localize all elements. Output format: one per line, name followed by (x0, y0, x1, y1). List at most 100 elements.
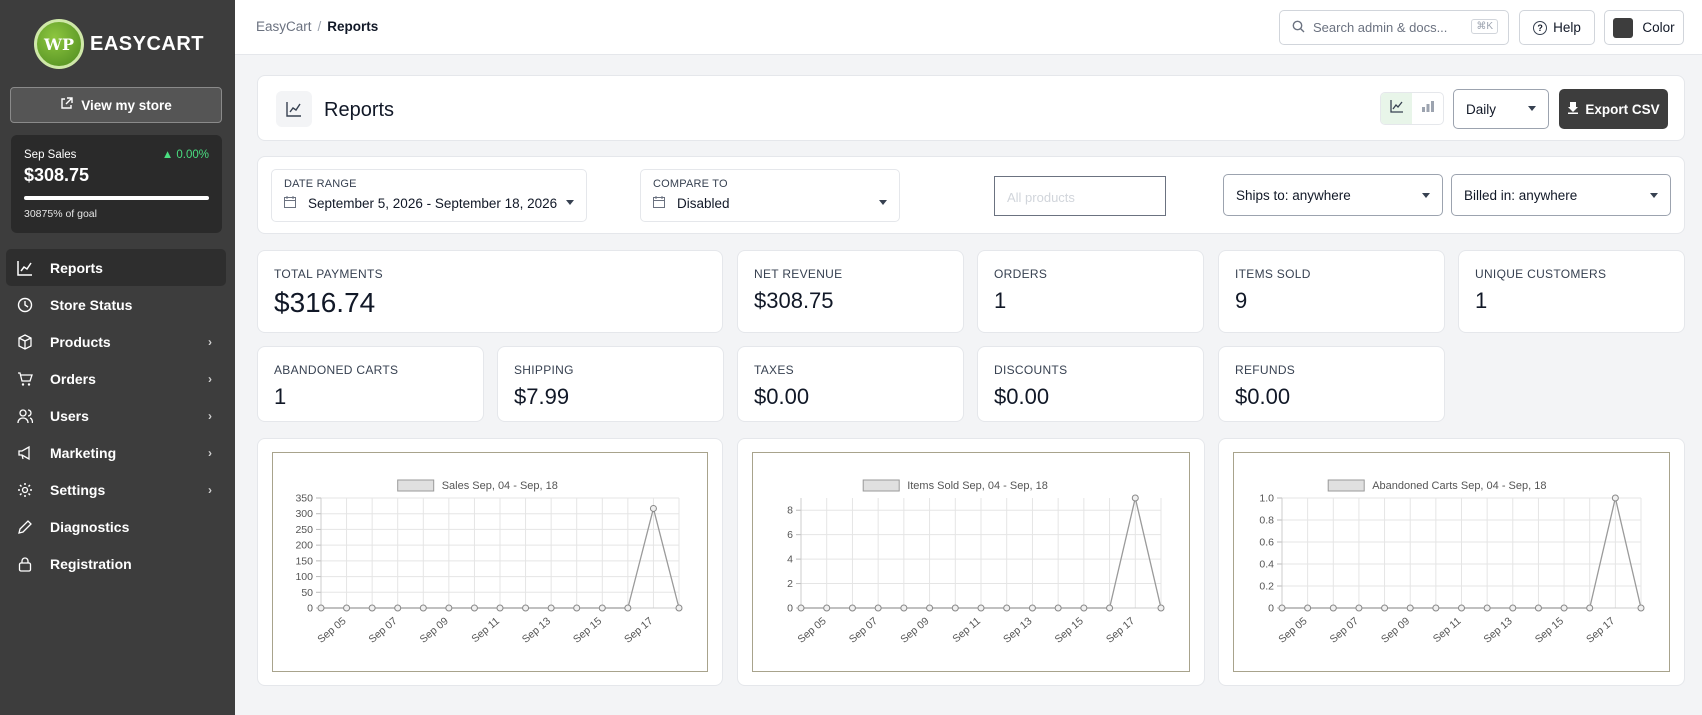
data-point (649, 504, 657, 512)
date-range-label: DATE RANGE (284, 178, 357, 190)
view-store-button[interactable]: View my store (10, 87, 222, 123)
sidebar-item-reports[interactable]: Reports (6, 249, 226, 286)
stat-label: ITEMS SOLD (1235, 267, 1311, 281)
data-point (1611, 494, 1619, 502)
y-tick-label: 250 (295, 524, 313, 536)
x-tick-label: Sep 15 (1053, 615, 1086, 646)
x-tick-label: Sep 05 (795, 615, 828, 646)
compare-to-value: Disabled (677, 196, 730, 211)
stat-abandoned-carts: ABANDONED CARTS 1 (257, 346, 484, 422)
app-name: EASYCART (90, 32, 205, 55)
external-link-icon (60, 97, 73, 113)
clock-icon (16, 296, 34, 314)
data-point (598, 604, 606, 612)
x-tick-label: Sep 07 (366, 615, 399, 646)
data-point (624, 604, 632, 612)
x-tick-label: Sep 13 (520, 615, 553, 646)
breadcrumb-root[interactable]: EasyCart (256, 19, 312, 34)
data-point (1637, 604, 1645, 612)
pencil-icon (16, 518, 34, 536)
data-point (522, 604, 530, 612)
calendar-icon (653, 196, 665, 211)
sidebar-item-label: Products (50, 333, 111, 350)
date-range-picker[interactable]: DATE RANGE September 5, 2026 - September… (271, 169, 587, 222)
data-point (496, 604, 504, 612)
sales-chart-card: Sales Sep, 04 - Sep, 18 0 50 100 150 200 250 30… (257, 438, 723, 686)
data-point (1406, 604, 1414, 612)
sales-goal-progress-bar (24, 196, 209, 200)
items-sold-chart-card: Items Sold Sep, 04 - Sep, 18 0 2 4 6 8 Sep 05 S… (737, 438, 1205, 686)
stat-taxes: TAXES $0.00 (737, 346, 964, 422)
stat-label: SHIPPING (514, 363, 574, 377)
legend-label: Sales Sep, 04 - Sep, 18 (442, 480, 558, 492)
stat-net-revenue: NET REVENUE $308.75 (737, 250, 964, 333)
x-tick-label: Sep 13 (1001, 615, 1034, 646)
sidebar-item-products[interactable]: Products › (6, 323, 226, 360)
sidebar-item-store-status[interactable]: Store Status (6, 286, 226, 323)
export-csv-button[interactable]: Export CSV (1559, 89, 1668, 129)
compare-to-picker[interactable]: COMPARE TO Disabled (640, 169, 900, 222)
x-tick-label: Sep 17 (622, 615, 655, 646)
data-point (470, 604, 478, 612)
x-tick-label: Sep 07 (847, 615, 880, 646)
data-point (1278, 604, 1286, 612)
stat-refunds: REFUNDS $0.00 (1218, 346, 1445, 422)
data-point (977, 604, 985, 612)
data-point (1028, 604, 1036, 612)
data-point (1381, 604, 1389, 612)
line-chart-toggle[interactable] (1381, 93, 1412, 124)
abandoned-carts-chart-frame: Abandoned Carts Sep, 04 - Sep, 18 0 0.2 0.4… (1233, 452, 1670, 672)
stat-label: NET REVENUE (754, 267, 843, 281)
stat-value: 9 (1235, 288, 1248, 313)
chevron-right-icon: › (208, 445, 212, 460)
data-point (1483, 604, 1491, 612)
stat-value: $0.00 (994, 384, 1050, 409)
x-tick-label: Sep 05 (315, 615, 348, 646)
billed-in-select[interactable]: Billed in: anywhere (1451, 174, 1671, 216)
data-point (445, 604, 453, 612)
y-tick-label: 200 (295, 540, 313, 552)
products-filter-input[interactable]: All products (994, 176, 1166, 216)
stat-value: 1 (274, 384, 287, 409)
sidebar-item-diagnostics[interactable]: Diagnostics (6, 508, 226, 545)
help-button[interactable]: ? Help (1519, 10, 1595, 45)
legend-label: Abandoned Carts Sep, 04 - Sep, 18 (1372, 480, 1546, 492)
sidebar-item-settings[interactable]: Settings › (6, 471, 226, 508)
report-header: Reports Daily Export CSV (257, 75, 1685, 141)
search-input[interactable]: Search admin & docs... ⌘K (1279, 10, 1509, 45)
sales-chart: Sales Sep, 04 - Sep, 18 0 50 100 150 200 250 30… (295, 479, 683, 646)
stat-items-sold: ITEMS SOLD 9 (1218, 250, 1445, 333)
legend-swatch (397, 479, 435, 492)
x-tick-label: Sep 15 (571, 615, 604, 646)
sidebar-item-users[interactable]: Users › (6, 397, 226, 434)
data-point (547, 604, 555, 612)
ships-to-select[interactable]: Ships to: anywhere (1223, 174, 1443, 216)
sidebar-item-orders[interactable]: Orders › (6, 360, 226, 397)
x-tick-label: Sep 09 (418, 615, 451, 646)
sidebar-item-label: Registration (50, 555, 132, 572)
cart-icon (16, 370, 34, 388)
chart-legend: Abandoned Carts Sep, 04 - Sep, 18 (1327, 479, 1546, 492)
period-select[interactable]: Daily (1453, 89, 1549, 129)
megaphone-icon (16, 444, 34, 462)
legend-label: Items Sold Sep, 04 - Sep, 18 (907, 480, 1048, 492)
data-point (1131, 494, 1139, 502)
chart-type-toggle (1380, 92, 1444, 125)
app-logo[interactable]: WP EASYCART (0, 0, 235, 88)
y-tick-label: 4 (787, 554, 793, 566)
stat-label: UNIQUE CUSTOMERS (1475, 267, 1607, 281)
x-tick-label: Sep 11 (1431, 615, 1464, 645)
calendar-icon (284, 196, 296, 211)
sidebar-item-label: Diagnostics (50, 518, 130, 535)
sidebar-item-registration[interactable]: Registration (6, 545, 226, 582)
bar-chart-toggle[interactable] (1412, 93, 1443, 124)
color-swatch (1613, 17, 1634, 38)
sidebar: WP EASYCART View my store Sep Sales ▲ 0.… (0, 0, 235, 715)
sidebar-item-marketing[interactable]: Marketing › (6, 434, 226, 471)
data-point (419, 604, 427, 612)
data-point (675, 604, 683, 612)
stat-discounts: DISCOUNTS $0.00 (977, 346, 1204, 422)
color-button[interactable]: Color (1604, 10, 1684, 45)
gear-icon (16, 481, 34, 499)
logo-badge-icon: WP (34, 19, 84, 69)
